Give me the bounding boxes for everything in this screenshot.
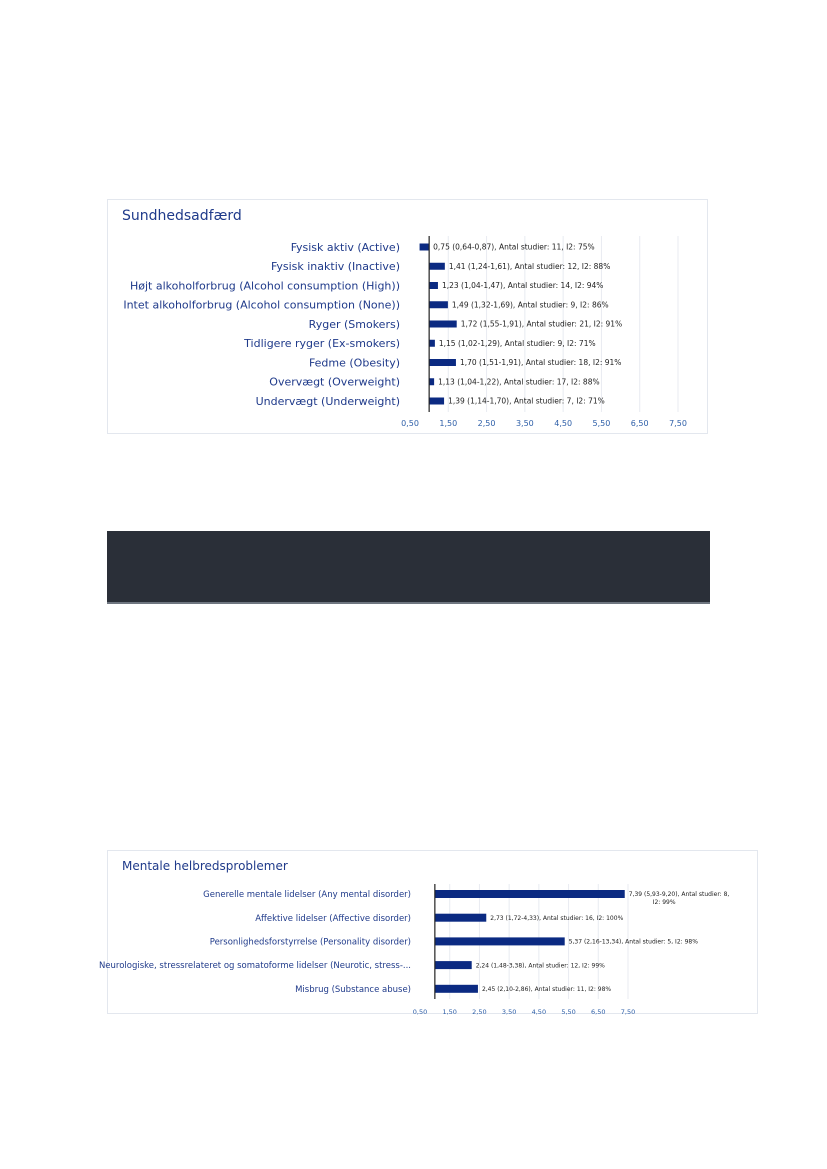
x-tick-label: 4,50 [532, 1008, 546, 1016]
category-label: Fysisk inaktiv (Inactive) [271, 260, 400, 273]
chart-title: Mentale helbredsproblemer [122, 859, 288, 873]
chart-mentale-helbredsproblemer: Generelle mentale lidelser (Any mental d… [99, 884, 730, 1016]
category-label: Neurologiske, stressrelateret og somatof… [99, 961, 411, 971]
x-tick-label: 7,50 [621, 1008, 635, 1016]
x-tick-label: 2,50 [472, 1008, 486, 1016]
category-label: Personlighedsforstyrrelse (Personality d… [210, 937, 411, 947]
category-label: Intet alkoholforbrug (Alcohol consumptio… [123, 299, 400, 312]
data-label: 1,70 (1,51-1,91), Antal studier: 18, I2:… [460, 358, 622, 367]
x-tick-label: 7,50 [669, 419, 687, 428]
chart-title: Sundhedsadfærd [122, 208, 242, 224]
chart-panel-mentale-helbredsproblemer: Mentale helbredsproblemer Generelle ment… [99, 850, 758, 1016]
chart-panel-sundhedsadfaerd: Sundhedsadfærd Fysisk aktiv (Active) Fysi… [107, 199, 708, 434]
category-label: Ryger (Smokers) [309, 318, 400, 331]
data-label: 1,23 (1,04-1,47), Antal studier: 14, I2:… [442, 281, 604, 290]
x-tick-label: 1,50 [442, 1008, 456, 1016]
x-tick-label: 5,50 [561, 1008, 575, 1016]
data-label: 1,49 (1,32-1,69), Antal studier: 9, I2: … [452, 300, 609, 309]
bar [429, 282, 438, 289]
data-label: 1,15 (1,02-1,29), Antal studier: 9, I2: … [439, 339, 596, 348]
bar [429, 262, 445, 270]
data-label: 2,45 (2,10-2,86), Antal studier: 11, I2:… [482, 986, 611, 993]
bar [429, 339, 435, 347]
data-label: 2,24 (1,48-3,38), Antal studier: 12, I2:… [476, 962, 605, 969]
x-tick-label: 3,50 [502, 1008, 516, 1016]
data-label: 1,41 (1,24-1,61), Antal studier: 12, I2:… [449, 262, 610, 271]
category-label: Misbrug (Substance abuse) [295, 985, 411, 995]
category-label: Fysisk aktiv (Active) [291, 241, 400, 254]
data-label: 5,37 (2,16-13,34), Antal studier: 5, I2:… [569, 939, 698, 946]
data-label: I2: 99% [653, 899, 676, 906]
bar [434, 961, 472, 970]
bar [429, 301, 448, 309]
x-tick-label: 0,50 [401, 419, 419, 428]
bar [429, 320, 457, 328]
bar [419, 243, 430, 251]
bar [429, 378, 435, 386]
x-tick-label: 0,50 [413, 1008, 427, 1016]
chart-sundhedsadfaerd: Fysisk aktiv (Active) Fysisk inaktiv (Ina… [123, 236, 687, 428]
data-label: 1,39 (1,14-1,70), Antal studier: 7, I2: … [448, 397, 605, 406]
category-label: Affektive lidelser (Affective disorder) [255, 914, 411, 924]
bar [429, 359, 456, 366]
x-tick-label: 3,50 [516, 419, 534, 428]
x-tick-label: 5,50 [593, 419, 611, 428]
bar [434, 984, 478, 993]
x-tick-label: 6,50 [631, 419, 649, 428]
data-label: 1,13 (1,04-1,22), Antal studier: 17, I2:… [438, 377, 600, 386]
category-label: Undervægt (Underweight) [256, 395, 400, 408]
data-label: 0,75 (0,64-0,87), Antal studier: 11, I2:… [433, 243, 594, 252]
dark-banner [107, 531, 710, 604]
x-tick-label: 2,50 [478, 419, 496, 428]
x-tick-label: 6,50 [591, 1008, 605, 1016]
bar [429, 397, 445, 405]
bar [434, 913, 487, 922]
category-label: Overvægt (Overweight) [269, 376, 400, 389]
x-tick-label: 4,50 [554, 419, 572, 428]
x-tick-label: 1,50 [439, 419, 457, 428]
category-label: Højt alkoholforbrug (Alcohol consumption… [130, 279, 400, 292]
category-label: Tidligere ryger (Ex-smokers) [243, 337, 400, 350]
category-label: Generelle mentale lidelser (Any mental d… [203, 890, 411, 900]
bar [434, 937, 565, 946]
data-label: 7,39 (5,93-9,20), Antal studier: 8, [629, 891, 730, 898]
data-label: 1,72 (1,55-1,91), Antal studier: 21, I2:… [461, 320, 623, 329]
bar [434, 890, 625, 898]
data-label: 2,73 (1,72-4,33), Antal studier: 16, I2:… [490, 915, 623, 922]
category-label: Fedme (Obesity) [309, 356, 400, 369]
